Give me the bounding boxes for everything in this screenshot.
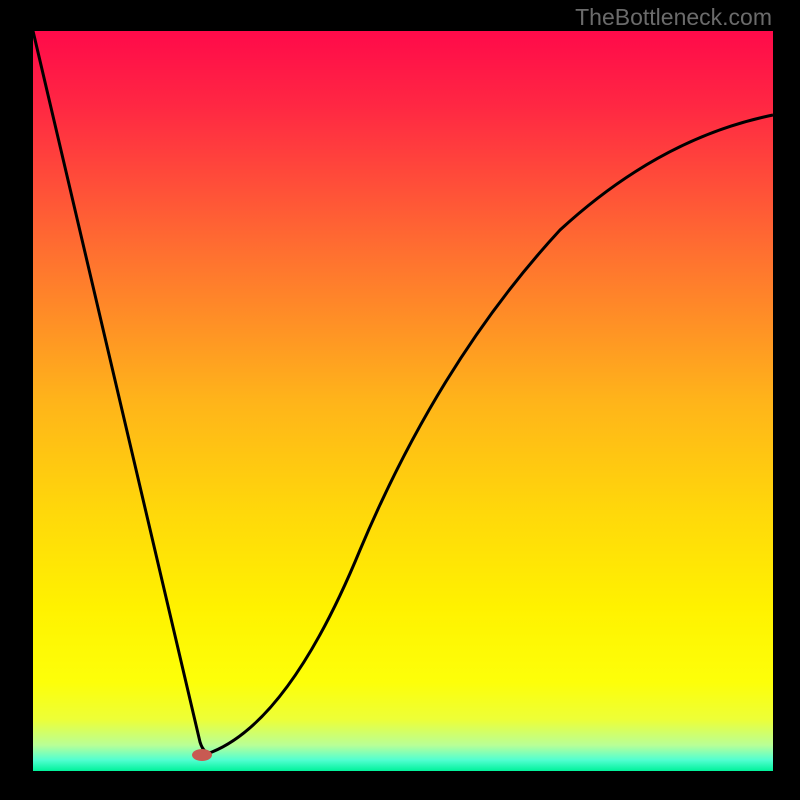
chart-container: TheBottleneck.com [0,0,800,800]
bottleneck-curve [33,31,773,753]
minimum-marker [192,749,212,761]
watermark-text: TheBottleneck.com [575,4,772,31]
curve-layer [0,0,800,800]
